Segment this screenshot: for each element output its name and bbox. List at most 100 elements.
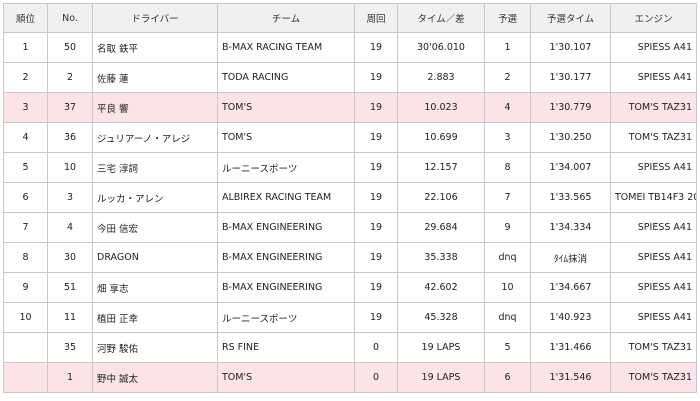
table-row: 3 37 平良 響 TOM'S 19 10.023 4 1'30.779 TOM… (3, 92, 697, 123)
cell-laps: 19 (354, 32, 398, 63)
cell-laps: 19 (354, 122, 398, 153)
cell-time-gap: 35.338 (397, 242, 485, 273)
cell-position: 3 (3, 92, 48, 123)
cell-driver: 佐藤 蓮 (92, 62, 218, 93)
cell-qualifying: 7 (484, 182, 531, 213)
cell-laps: 19 (354, 272, 398, 303)
cell-number: 10 (47, 152, 93, 183)
cell-time-gap: 30'06.010 (397, 32, 485, 63)
cell-position: 9 (3, 272, 48, 303)
table-row: 1 野中 誠太 TOM'S 0 19 LAPS 6 1'31.546 TOM'S… (3, 362, 697, 393)
cell-position: 2 (3, 62, 48, 93)
results-body: 1 50 名取 鉄平 B-MAX RACING TEAM 19 30'06.01… (3, 32, 697, 393)
cell-qualifying-time: 1'34.667 (530, 272, 611, 303)
cell-qualifying-time: 1'31.546 (530, 362, 611, 393)
table-row: 5 10 三宅 淳詞 ルーニースポーツ 19 12.157 8 1'34.007… (3, 152, 697, 183)
cell-qualifying: 9 (484, 212, 531, 243)
cell-position: 6 (3, 182, 48, 213)
cell-number: 30 (47, 242, 93, 273)
cell-engine: SPIESS A41 (610, 32, 697, 63)
cell-team: B-MAX ENGINEERING (217, 242, 355, 273)
cell-qualifying-time: 1'40.923 (530, 302, 611, 333)
cell-number: 35 (47, 332, 93, 363)
cell-engine: TOM'S TAZ31 (610, 362, 697, 393)
cell-time-gap: 19 LAPS (397, 332, 485, 363)
cell-engine: TOM'S TAZ31 (610, 122, 697, 153)
cell-driver: 今田 信宏 (92, 212, 218, 243)
cell-position: 4 (3, 122, 48, 153)
cell-engine: TOM'S TAZ31 (610, 332, 697, 363)
cell-time-gap: 22.106 (397, 182, 485, 213)
cell-team: ルーニースポーツ (217, 152, 355, 183)
cell-engine: SPIESS A41 (610, 152, 697, 183)
cell-qualifying: dnq (484, 302, 531, 333)
cell-qualifying: dnq (484, 242, 531, 273)
table-row: 8 30 DRAGON B-MAX ENGINEERING 19 35.338 … (3, 242, 697, 273)
cell-driver: 三宅 淳詞 (92, 152, 218, 183)
cell-position: 7 (3, 212, 48, 243)
cell-position: 10 (3, 302, 48, 333)
cell-qualifying-time: 1'31.466 (530, 332, 611, 363)
header-number: No. (47, 3, 93, 33)
cell-team: TOM'S (217, 362, 355, 393)
cell-driver: 野中 誠太 (92, 362, 218, 393)
cell-team: TODA RACING (217, 62, 355, 93)
cell-position: 5 (3, 152, 48, 183)
cell-driver: 植田 正幸 (92, 302, 218, 333)
header-engine: エンジン (610, 3, 697, 33)
cell-laps: 19 (354, 152, 398, 183)
cell-engine: TOMEI TB14F3 2020 (610, 182, 697, 213)
cell-qualifying-time: 1'30.250 (530, 122, 611, 153)
cell-time-gap: 10.023 (397, 92, 485, 123)
header-qualifying-time: 予選タイム (530, 3, 611, 33)
cell-team: B-MAX ENGINEERING (217, 272, 355, 303)
results-table-container: 順位 No. ドライバー チーム 周回 タイム／差 予選 予選タイム エンジン … (3, 3, 697, 393)
cell-time-gap: 10.699 (397, 122, 485, 153)
cell-laps: 19 (354, 182, 398, 213)
header-row: 順位 No. ドライバー チーム 周回 タイム／差 予選 予選タイム エンジン (3, 3, 697, 33)
cell-team: TOM'S (217, 92, 355, 123)
table-row: 35 河野 駿佑 RS FINE 0 19 LAPS 5 1'31.466 TO… (3, 332, 697, 363)
cell-laps: 0 (354, 362, 398, 393)
cell-qualifying-time: 1'34.334 (530, 212, 611, 243)
header-time-gap: タイム／差 (397, 3, 485, 33)
table-row: 9 51 畑 享志 B-MAX ENGINEERING 19 42.602 10… (3, 272, 697, 303)
cell-number: 11 (47, 302, 93, 333)
header-driver: ドライバー (92, 3, 218, 33)
table-row: 10 11 植田 正幸 ルーニースポーツ 19 45.328 dnq 1'40.… (3, 302, 697, 333)
cell-engine: SPIESS A41 (610, 62, 697, 93)
cell-position: 8 (3, 242, 48, 273)
cell-team: RS FINE (217, 332, 355, 363)
cell-position: 1 (3, 32, 48, 63)
cell-qualifying: 2 (484, 62, 531, 93)
cell-engine: SPIESS A41 (610, 302, 697, 333)
table-row: 6 3 ルッカ・アレン ALBIREX RACING TEAM 19 22.10… (3, 182, 697, 213)
cell-engine: SPIESS A41 (610, 272, 697, 303)
table-row: 1 50 名取 鉄平 B-MAX RACING TEAM 19 30'06.01… (3, 32, 697, 63)
cell-number: 3 (47, 182, 93, 213)
cell-qualifying-time: 1'33.565 (530, 182, 611, 213)
cell-number: 2 (47, 62, 93, 93)
header-position: 順位 (3, 3, 48, 33)
cell-qualifying-time: 1'34.007 (530, 152, 611, 183)
header-qualifying: 予選 (484, 3, 531, 33)
cell-time-gap: 45.328 (397, 302, 485, 333)
cell-time-gap: 2.883 (397, 62, 485, 93)
cell-laps: 19 (354, 62, 398, 93)
header-team: チーム (217, 3, 355, 33)
cell-engine: SPIESS A41 (610, 212, 697, 243)
cell-qualifying-time: ﾀｲﾑ抹消 (530, 242, 611, 273)
cell-time-gap: 12.157 (397, 152, 485, 183)
cell-qualifying-time: 1'30.779 (530, 92, 611, 123)
cell-number: 4 (47, 212, 93, 243)
cell-number: 51 (47, 272, 93, 303)
cell-qualifying-time: 1'30.107 (530, 32, 611, 63)
cell-position (3, 332, 48, 363)
cell-qualifying: 1 (484, 32, 531, 63)
cell-laps: 19 (354, 242, 398, 273)
cell-time-gap: 42.602 (397, 272, 485, 303)
cell-driver: ルッカ・アレン (92, 182, 218, 213)
cell-time-gap: 19 LAPS (397, 362, 485, 393)
cell-number: 36 (47, 122, 93, 153)
cell-laps: 19 (354, 92, 398, 123)
